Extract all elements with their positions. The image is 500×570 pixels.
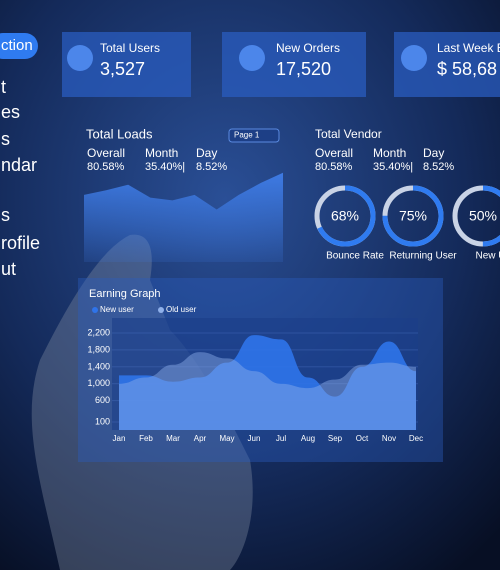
x-tick-label: May xyxy=(219,434,234,443)
metric-label: Overall xyxy=(315,146,353,160)
x-tick-label: Jul xyxy=(276,434,286,443)
money-icon xyxy=(401,45,427,71)
legend-dot xyxy=(92,307,98,313)
x-tick-label: Sep xyxy=(328,434,343,443)
metric-label: Day xyxy=(196,146,217,160)
gauge-label: 50% xyxy=(469,208,497,224)
x-tick-label: Apr xyxy=(194,434,207,443)
page-select-label: Page 1 xyxy=(234,131,260,140)
x-tick-label: Jan xyxy=(113,434,126,443)
metric-value: 80.58% xyxy=(87,161,125,173)
x-tick-label: Nov xyxy=(382,434,396,443)
legend-dot xyxy=(158,307,164,313)
metric-value: 35.40%| xyxy=(373,161,413,173)
stat-value: 3,527 xyxy=(100,59,145,79)
y-tick-label: 1,000 xyxy=(87,378,110,388)
stat-label: New Orders xyxy=(276,41,340,55)
sidebar-item: ndar xyxy=(1,155,37,175)
x-tick-label: Feb xyxy=(139,434,153,443)
gauge-label: 68% xyxy=(331,208,359,224)
metric-value: 8.52% xyxy=(196,161,227,173)
metric-label: Overall xyxy=(87,146,125,160)
y-tick-label: 2,200 xyxy=(87,327,110,337)
series-area xyxy=(119,335,416,430)
stat-value: $ 58,68 xyxy=(437,59,497,79)
x-tick-label: Oct xyxy=(356,434,369,443)
panel-title: Total Loads xyxy=(86,126,153,141)
metric-value: 8.52% xyxy=(423,161,454,173)
stat-label: Total Users xyxy=(100,41,160,55)
legend-label: New user xyxy=(100,305,134,314)
metric-label: Month xyxy=(373,146,406,160)
sidebar-item: s xyxy=(1,205,10,225)
sidebar-item: es xyxy=(1,102,20,122)
users-icon xyxy=(67,45,93,71)
x-tick-label: Dec xyxy=(409,434,423,443)
y-tick-label: 1,800 xyxy=(87,344,110,354)
metric-label: Month xyxy=(145,146,178,160)
loads-area xyxy=(84,172,283,262)
gauge-caption: New Us xyxy=(475,251,500,262)
y-tick-label: 1,400 xyxy=(87,361,110,371)
gauge-caption: Returning User xyxy=(389,251,457,262)
page-select[interactable] xyxy=(228,128,280,143)
orders-icon xyxy=(239,45,265,71)
gauge-caption: Bounce Rate xyxy=(326,251,384,262)
sidebar-item: ction xyxy=(1,37,33,54)
sidebar-item: ut xyxy=(1,259,16,279)
panel-title: Total Vendor xyxy=(315,127,382,141)
x-tick-label: Mar xyxy=(166,434,180,443)
gauge-arc xyxy=(452,185,500,247)
sidebar-active[interactable] xyxy=(0,33,38,59)
x-tick-label: Aug xyxy=(301,434,315,443)
gauge-arc xyxy=(314,185,376,247)
metric-label: Day xyxy=(423,146,444,160)
x-tick-label: Jun xyxy=(248,434,261,443)
metric-value: 80.58% xyxy=(315,161,353,173)
stat-value: 17,520 xyxy=(276,59,331,79)
chart-title: Earning Graph xyxy=(89,288,161,300)
metric-value: 35.40%| xyxy=(145,161,185,173)
sidebar-item: rofile xyxy=(1,233,40,253)
y-tick-label: 600 xyxy=(95,395,110,405)
legend-label: Old user xyxy=(166,305,197,314)
sidebar-item: s xyxy=(1,129,10,149)
stat-label: Last Week E xyxy=(437,41,500,55)
gauge-label: 75% xyxy=(399,208,427,224)
y-tick-label: 100 xyxy=(95,416,110,426)
sidebar-item: t xyxy=(1,77,6,97)
series-area xyxy=(119,352,416,430)
gauge-arc xyxy=(382,185,444,247)
